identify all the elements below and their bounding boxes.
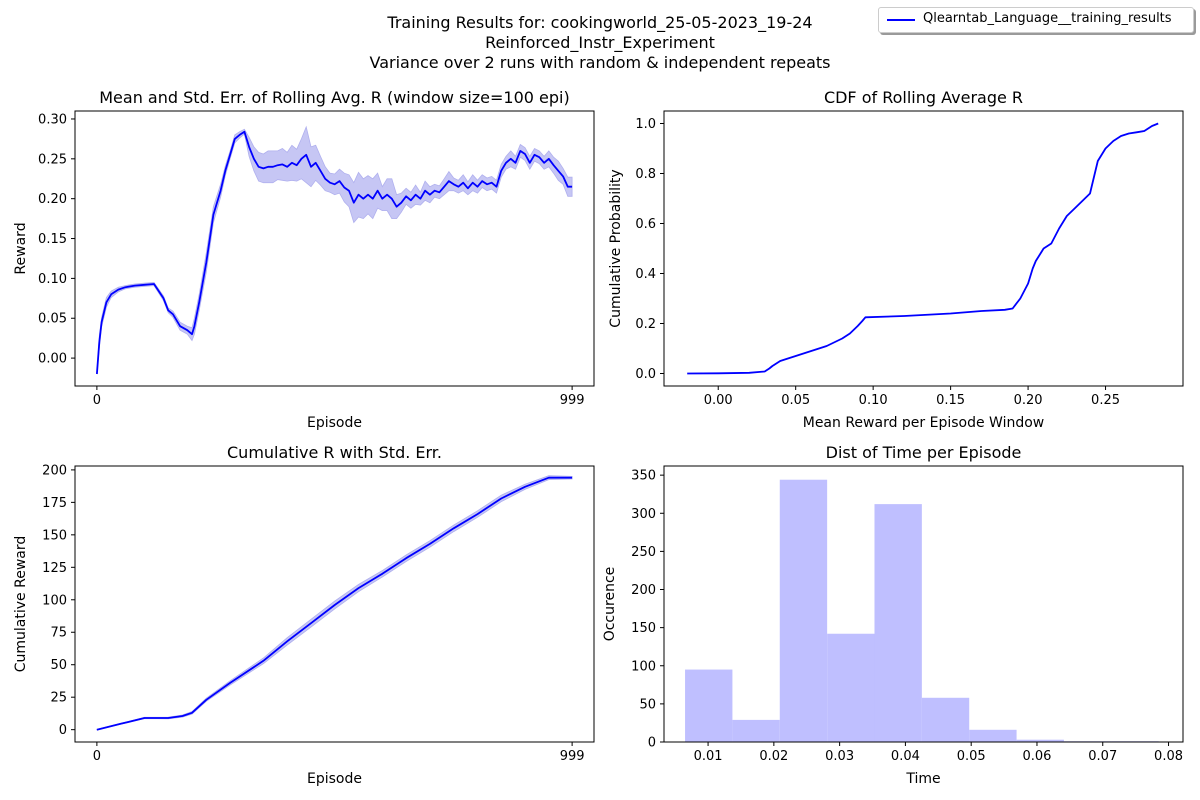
y-tick-label: 0.20 bbox=[38, 192, 67, 207]
histogram-bar bbox=[921, 697, 970, 742]
legend-swatch bbox=[887, 19, 915, 21]
chart-time: Dist of Time per Episode 0.01 0.02 0.03 0.04… bbox=[602, 443, 1184, 787]
chart-title: Cumulative R with Std. Err. bbox=[227, 443, 442, 462]
y-tick-label: 175 bbox=[42, 496, 67, 511]
histogram-bar bbox=[685, 669, 733, 742]
y-tick-label: 150 bbox=[631, 621, 656, 636]
y-tick-label: 0.30 bbox=[38, 112, 67, 127]
y-tick-label: 250 bbox=[631, 545, 656, 560]
y-tick-label: 300 bbox=[631, 507, 656, 522]
x-tick-label: 0 bbox=[93, 749, 101, 764]
y-axis-label: Cumulative Reward bbox=[13, 536, 29, 673]
y-tick-label: 75 bbox=[50, 626, 67, 641]
y-tick-label: 0.05 bbox=[38, 312, 67, 327]
x-tick-label: 0.20 bbox=[1014, 393, 1043, 408]
y-tick-label: 200 bbox=[631, 583, 656, 598]
x-tick-label: 0 bbox=[93, 393, 101, 408]
x-tick-label: 0.01 bbox=[694, 749, 723, 764]
y-tick-label: 0.4 bbox=[635, 267, 656, 282]
y-tick-label: 100 bbox=[42, 593, 67, 608]
x-tick-label: 0.15 bbox=[936, 393, 965, 408]
figure-title-line-2: Reinforced_Instr_Experiment bbox=[485, 33, 715, 52]
legend-label: Qlearntab_Language__training_results bbox=[923, 11, 1172, 26]
y-tick-label: 125 bbox=[42, 561, 67, 576]
x-tick-label: 0.03 bbox=[825, 749, 854, 764]
histogram-bar bbox=[1016, 739, 1064, 742]
axes-frame bbox=[74, 465, 595, 743]
axes-frame bbox=[663, 110, 1184, 387]
chart-title: Mean and Std. Err. of Rolling Avg. R (wi… bbox=[99, 88, 570, 107]
x-axis-label: Time bbox=[905, 771, 940, 787]
series-line bbox=[687, 122, 1159, 375]
y-axis-label: Occurence bbox=[602, 567, 618, 642]
x-axis-label: Episode bbox=[307, 415, 362, 431]
series-line bbox=[96, 476, 573, 731]
y-tick-label: 150 bbox=[42, 528, 67, 543]
histogram-bar bbox=[827, 633, 875, 742]
std-err-band bbox=[96, 475, 573, 731]
x-tick-label: 999 bbox=[560, 393, 585, 408]
figure-title-line-1: Training Results for: cookingworld_25-05… bbox=[387, 13, 813, 32]
chart-cumulative: Cumulative R with Std. Err. 0 999 0 25 50 75 10… bbox=[13, 443, 595, 787]
y-axis-label: Cumulative Probability bbox=[608, 169, 624, 327]
figure-title: Training Results for: cookingworld_25-05… bbox=[0, 13, 1200, 73]
x-axis-label: Episode bbox=[307, 771, 362, 787]
axes-frame bbox=[663, 465, 1184, 743]
x-tick-label: 0.04 bbox=[891, 749, 920, 764]
y-tick-label: 0.00 bbox=[38, 352, 67, 367]
x-tick-label: 0.02 bbox=[759, 749, 788, 764]
y-tick-label: 0 bbox=[59, 723, 67, 738]
axes-frame bbox=[74, 110, 595, 387]
histogram-bar bbox=[969, 729, 1017, 742]
y-tick-label: 0.10 bbox=[38, 272, 67, 287]
y-tick-label: 1.0 bbox=[635, 117, 656, 132]
x-tick-label: 0.06 bbox=[1022, 749, 1051, 764]
x-tick-label: 0.05 bbox=[957, 749, 986, 764]
x-tick-label: 0.10 bbox=[859, 393, 888, 408]
x-tick-label: 0.25 bbox=[1091, 393, 1120, 408]
x-axis-label: Mean Reward per Episode Window bbox=[803, 415, 1045, 431]
histogram-bar bbox=[874, 504, 922, 742]
chart-cdf: CDF of Rolling Average R 0.00 0.05 0.10 0.15… bbox=[608, 88, 1184, 431]
histogram-bar bbox=[779, 479, 828, 742]
histogram-bar bbox=[732, 719, 780, 742]
y-tick-label: 200 bbox=[42, 463, 67, 478]
y-axis-label: Reward bbox=[13, 222, 29, 274]
x-tick-label: 0.07 bbox=[1088, 749, 1117, 764]
legend: Qlearntab_Language__training_results bbox=[878, 7, 1194, 33]
y-tick-label: 0.15 bbox=[38, 232, 67, 247]
y-tick-label: 0.25 bbox=[38, 152, 67, 167]
y-tick-label: 0.8 bbox=[635, 167, 656, 182]
x-tick-label: 999 bbox=[560, 749, 585, 764]
x-tick-label: 0.05 bbox=[781, 393, 810, 408]
y-tick-label: 0.2 bbox=[635, 317, 656, 332]
y-tick-label: 50 bbox=[639, 697, 656, 712]
y-tick-label: 0 bbox=[648, 736, 656, 751]
chart-title: Dist of Time per Episode bbox=[826, 443, 1022, 462]
y-tick-label: 100 bbox=[631, 659, 656, 674]
y-tick-label: 0.6 bbox=[635, 217, 656, 232]
x-tick-label: 0.08 bbox=[1154, 749, 1183, 764]
chart-title: CDF of Rolling Average R bbox=[824, 88, 1023, 107]
figure-title-line-3: Variance over 2 runs with random & indep… bbox=[369, 53, 831, 72]
std-err-band bbox=[96, 125, 573, 375]
y-tick-label: 50 bbox=[50, 658, 67, 673]
y-tick-label: 350 bbox=[631, 469, 656, 484]
series-line bbox=[96, 130, 573, 375]
y-tick-label: 0.0 bbox=[635, 367, 656, 382]
x-tick-label: 0.00 bbox=[704, 393, 733, 408]
y-tick-label: 25 bbox=[50, 691, 67, 706]
chart-rolling: Mean and Std. Err. of Rolling Avg. R (wi… bbox=[13, 88, 595, 431]
